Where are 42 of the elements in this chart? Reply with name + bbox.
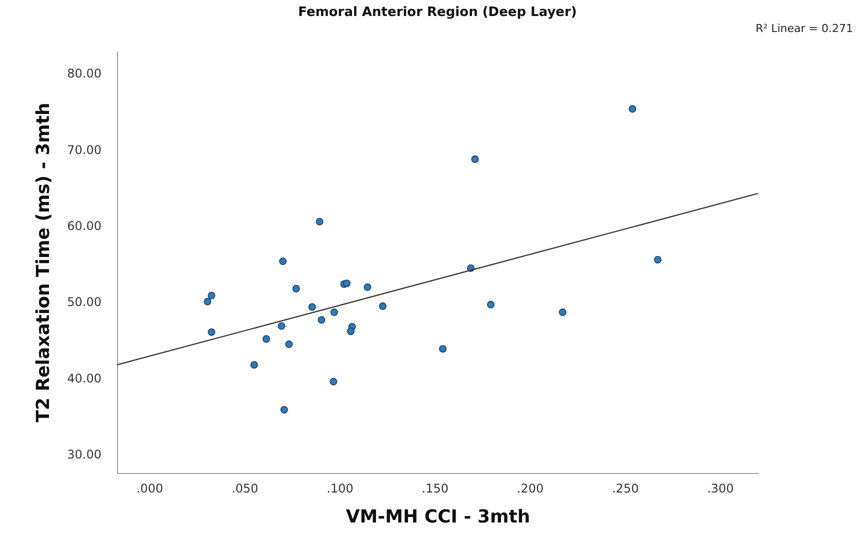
y-axis-title: T2 Relaxation Time (ms) - 3mth <box>33 102 54 422</box>
x-tick-label: .150 <box>422 482 449 496</box>
point <box>208 292 216 300</box>
y-tick-label: 40.00 <box>67 371 102 386</box>
chart-title: Femoral Anterior Region (Deep Layer) <box>298 5 577 20</box>
point <box>285 340 293 348</box>
point <box>378 302 386 310</box>
point <box>292 284 300 292</box>
x-tick-label: .050 <box>232 482 258 496</box>
y-tick-label: 50.00 <box>67 295 102 310</box>
point <box>204 298 212 306</box>
x-tick-label: .300 <box>707 482 734 496</box>
point <box>278 322 286 330</box>
y-tick-label: 70.00 <box>67 142 102 157</box>
point <box>487 300 495 308</box>
x-tick-label: .200 <box>516 482 544 496</box>
point <box>471 155 479 163</box>
x-tick-label: .100 <box>326 482 354 496</box>
point <box>308 303 316 311</box>
point <box>439 345 447 353</box>
point <box>330 378 338 386</box>
y-tick-label: 30.00 <box>67 447 102 462</box>
point <box>262 335 270 343</box>
text: R² Linear = 0.271 <box>756 22 853 35</box>
point <box>279 257 287 265</box>
x-tick-label: .250 <box>612 482 639 496</box>
point <box>654 256 662 264</box>
y-tick-label: 60.00 <box>67 218 102 233</box>
point <box>330 308 338 316</box>
point <box>250 361 258 369</box>
x-axis-title: VM-MH CCI - 3mth <box>346 506 530 528</box>
point <box>558 308 566 316</box>
point <box>208 328 216 336</box>
x-tick-label: .000 <box>136 482 164 496</box>
point <box>318 316 326 324</box>
point <box>628 105 636 113</box>
y-tick-label: 80.00 <box>67 66 102 81</box>
point <box>280 406 288 414</box>
point <box>347 328 355 336</box>
point <box>343 280 351 288</box>
point <box>316 218 324 226</box>
point <box>364 283 372 291</box>
